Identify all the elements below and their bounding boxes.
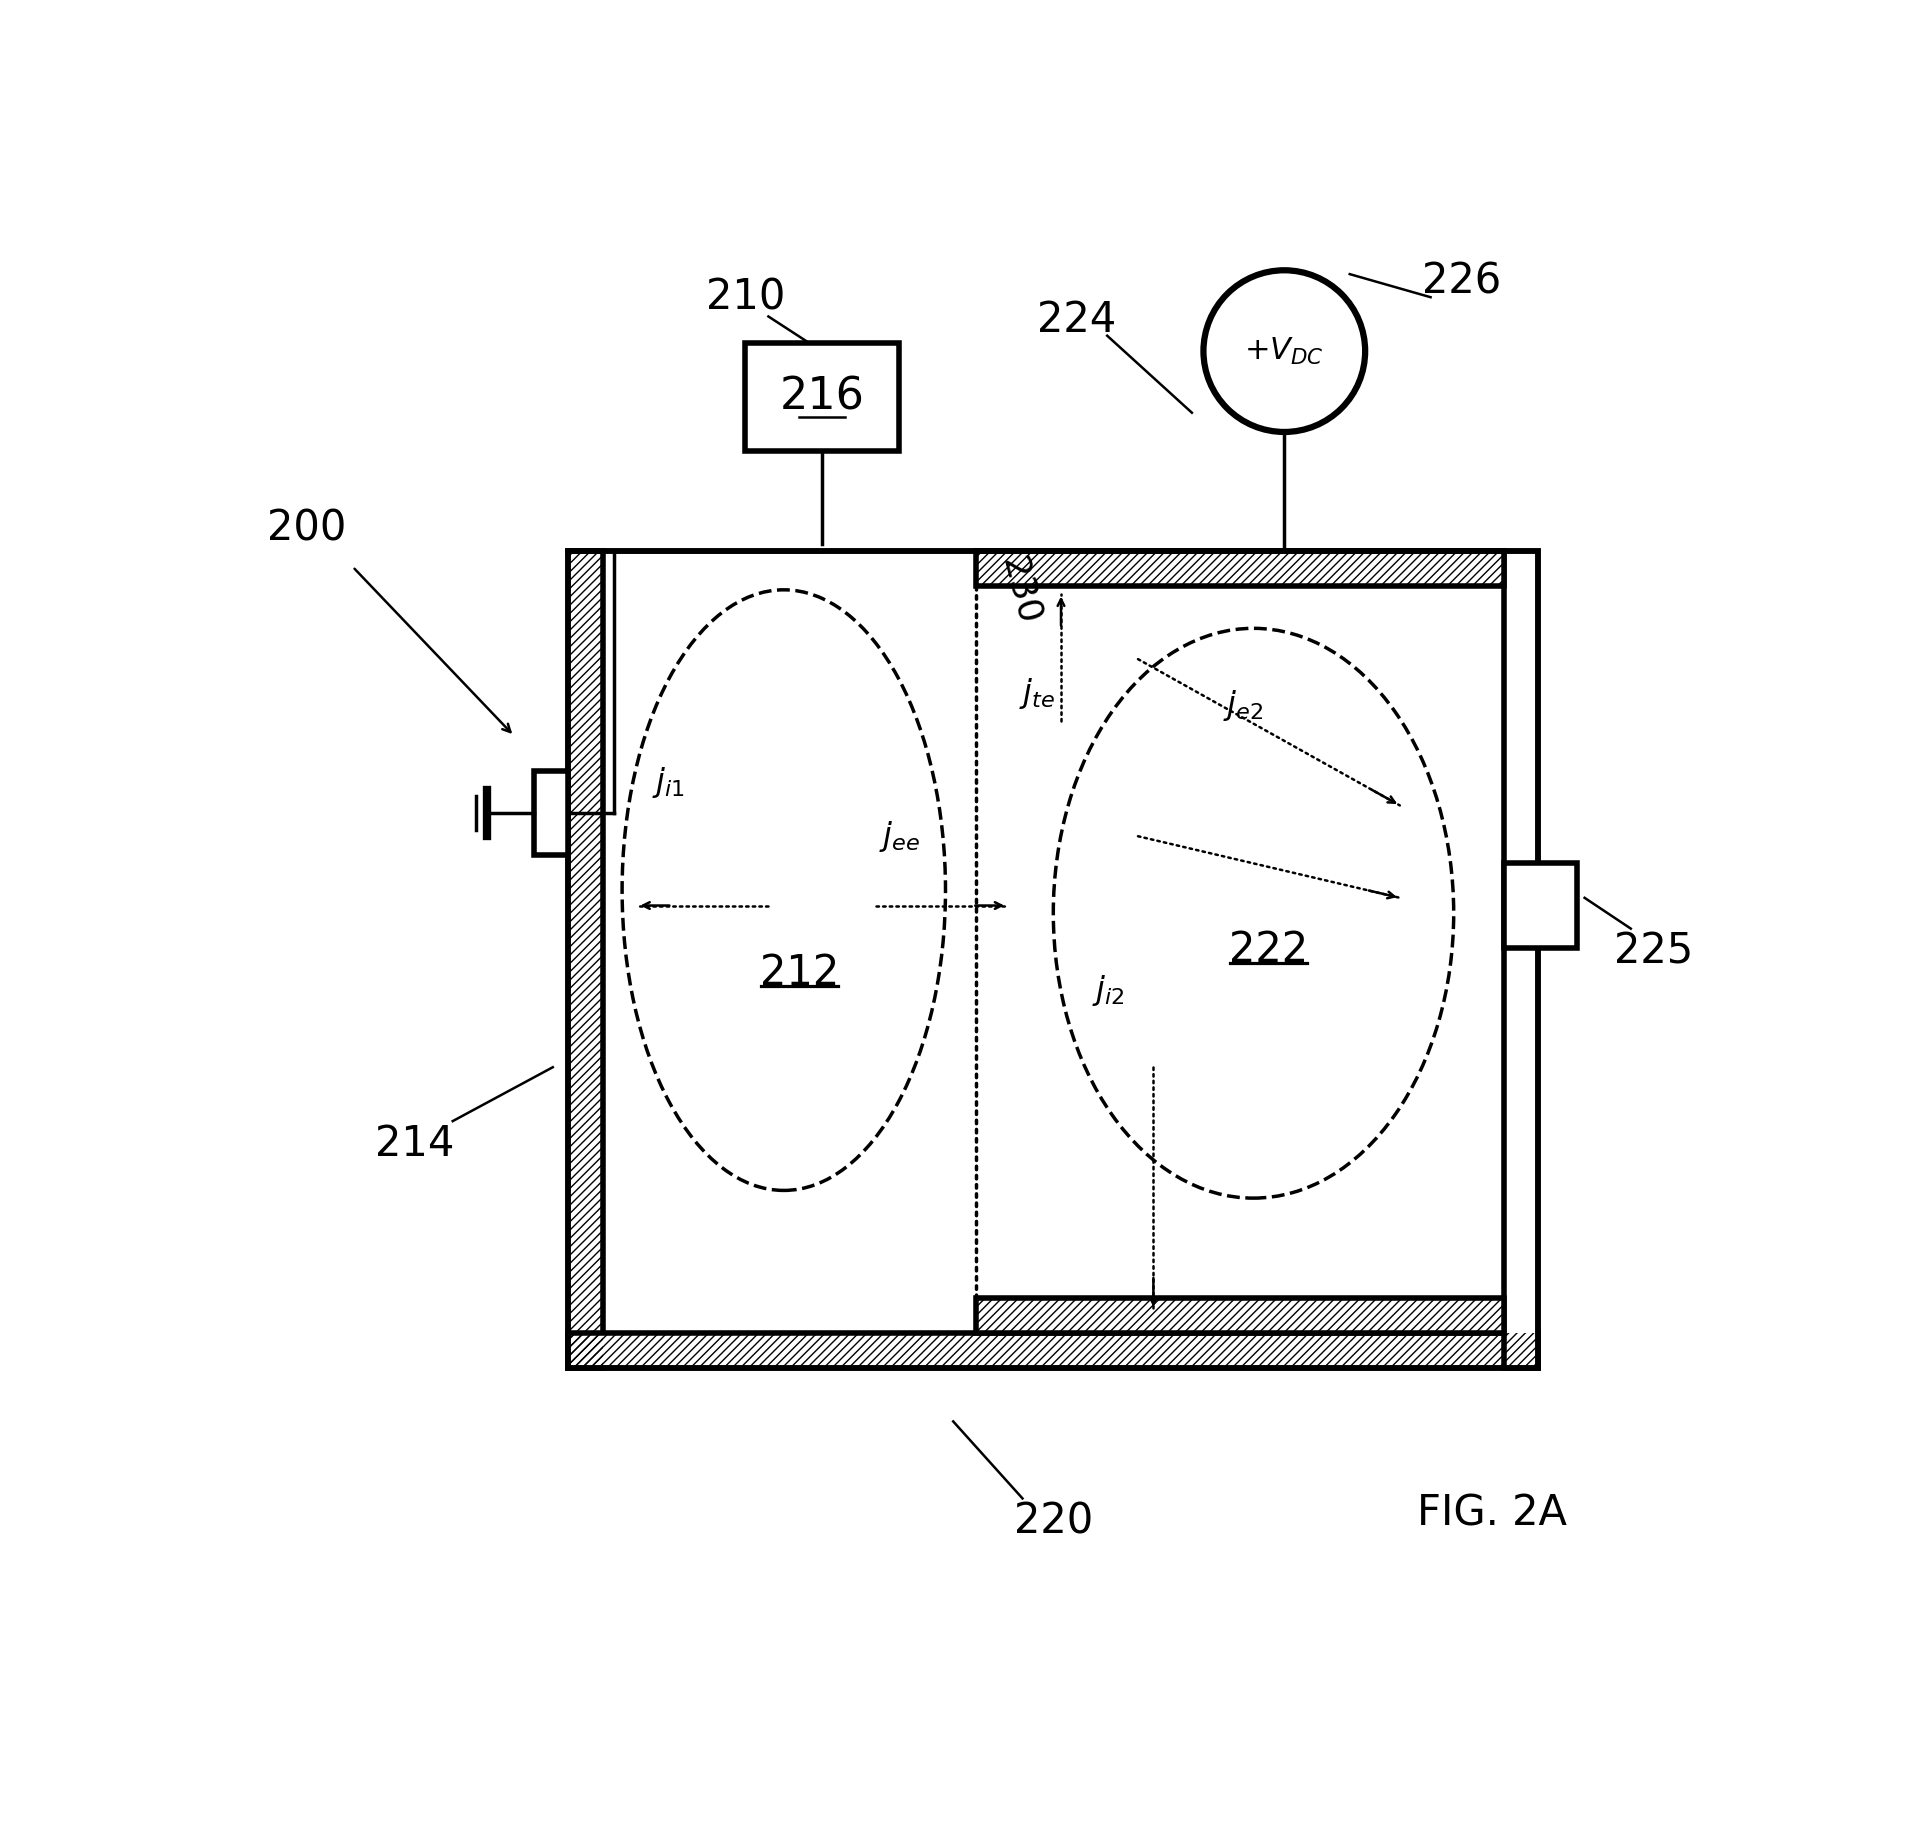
Text: 200: 200 [267, 506, 346, 549]
Text: $j_{te}$: $j_{te}$ [1020, 676, 1054, 711]
Bar [1503, 863, 1576, 948]
Text: 222: 222 [1229, 928, 1308, 970]
Bar [568, 1332, 1538, 1368]
Bar [1503, 551, 1538, 1368]
Text: 220: 220 [1014, 1501, 1092, 1543]
Bar [568, 551, 603, 1368]
Text: 214: 214 [374, 1124, 453, 1166]
Bar [568, 1332, 1538, 1368]
Text: $j_{i2}$: $j_{i2}$ [1092, 972, 1125, 1007]
Text: $j_{ee}$: $j_{ee}$ [879, 819, 920, 854]
Bar [568, 551, 1538, 1368]
Text: 225: 225 [1615, 931, 1693, 972]
Text: 230: 230 [996, 553, 1046, 628]
Text: 226: 226 [1423, 261, 1501, 303]
Bar [534, 771, 568, 856]
Bar [975, 1299, 1503, 1332]
Circle shape [1204, 270, 1365, 432]
Text: 210: 210 [707, 275, 785, 318]
Text: $j_{e2}$: $j_{e2}$ [1223, 687, 1263, 723]
Bar [568, 551, 603, 1368]
Text: $+V_{DC}$: $+V_{DC}$ [1244, 336, 1325, 366]
Bar [745, 344, 899, 451]
Text: 216: 216 [780, 375, 864, 419]
Text: 212: 212 [760, 952, 839, 994]
Text: $j_{i1}$: $j_{i1}$ [653, 765, 685, 800]
Bar [975, 551, 1503, 586]
Text: 224: 224 [1037, 299, 1116, 342]
Text: FIG. 2A: FIG. 2A [1417, 1493, 1567, 1536]
